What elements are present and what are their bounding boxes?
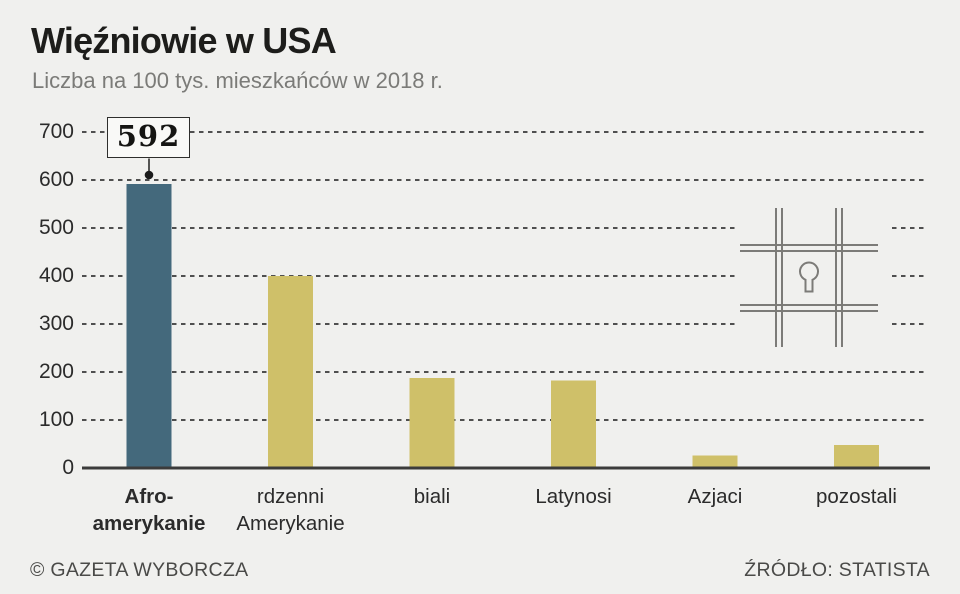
x-category-label-line: rdzenni (256, 485, 325, 508)
x-category-label: Latynosi (499, 483, 649, 510)
y-tick-label: 300 (38, 312, 74, 335)
y-tick-label: 0 (62, 456, 74, 479)
y-tick-label: 400 (38, 264, 74, 287)
x-category-label-line: Azjaci (687, 485, 743, 508)
y-tick-label: 500 (38, 216, 74, 239)
x-category-label-line: amerykanie (92, 512, 206, 535)
source: ŹRÓDŁO: STATISTA (744, 559, 930, 581)
bar (268, 276, 313, 468)
bars (126, 183, 879, 468)
y-tick-label: 700 (38, 120, 74, 143)
bar (551, 380, 596, 468)
callout-value: 592 (116, 119, 181, 153)
x-category-label: Afro-amerykanie (74, 483, 224, 537)
y-tick-label: 600 (38, 168, 74, 191)
x-category-label-line: Amerykanie (236, 512, 345, 535)
x-category-label-line: pozostali (816, 485, 897, 508)
page-title: Więźniowie w USA (31, 20, 337, 61)
x-category-label: pozostali (782, 483, 932, 510)
copyright: © GAZETA WYBORCZA (30, 559, 249, 581)
x-category-label-line: biali (413, 485, 451, 508)
bar (834, 444, 879, 468)
bar (692, 455, 738, 468)
y-tick-label: 100 (38, 408, 74, 431)
icon-background-mask (735, 200, 891, 352)
bar (126, 183, 172, 468)
prison-bars-icon (735, 200, 891, 352)
x-category-label: biali (357, 483, 507, 510)
subtitle: Liczba na 100 tys. mieszkańców w 2018 r. (32, 68, 443, 93)
value-callout: 592 (107, 117, 190, 158)
x-category-label-line: Latynosi (535, 485, 612, 508)
keyhole-icon (799, 261, 819, 293)
y-tick-label: 200 (38, 360, 74, 383)
bar (409, 378, 455, 468)
x-category-label: rdzenni Amerykanie (216, 483, 366, 537)
callout-leader (144, 158, 154, 180)
x-category-label: Azjaci (640, 483, 790, 510)
leader-dot (144, 170, 154, 180)
x-category-label-line: Afro- (124, 485, 174, 508)
